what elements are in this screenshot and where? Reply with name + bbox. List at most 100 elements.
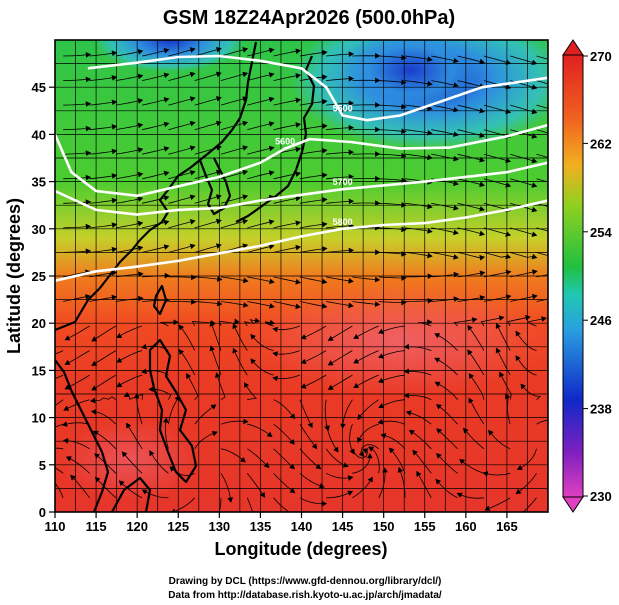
streamline-arrow	[85, 199, 92, 205]
streamline	[404, 252, 432, 257]
streamline	[115, 222, 143, 229]
streamline-arrow	[321, 246, 328, 252]
streamline-arrow	[85, 125, 92, 132]
streamline-arrow	[295, 303, 302, 309]
streamline	[273, 123, 301, 131]
streamline	[352, 453, 371, 474]
streamline	[418, 321, 432, 327]
y-tick-label: 45	[32, 80, 46, 95]
streamline	[194, 301, 222, 305]
x-tick-label: 165	[496, 519, 518, 534]
streamline-arrow	[453, 296, 460, 302]
colorbar-tick-label: 230	[590, 489, 612, 504]
streamline	[246, 497, 254, 512]
streamline	[431, 298, 459, 302]
streamline-arrow	[321, 172, 328, 179]
streamline-arrow	[367, 476, 373, 483]
colorbar-tick-label: 246	[590, 313, 612, 328]
streamline-arrow	[266, 431, 273, 438]
streamline-arrow	[163, 97, 170, 103]
streamline	[483, 55, 511, 64]
streamline-arrow	[216, 47, 222, 53]
streamline-arrow	[367, 452, 373, 459]
streamline-arrow	[272, 326, 279, 333]
streamline-arrow	[254, 317, 261, 324]
streamline	[326, 301, 354, 307]
streamline	[220, 473, 232, 503]
y-tick-label: 5	[39, 458, 46, 473]
streamline	[89, 199, 117, 204]
streamline	[194, 404, 217, 425]
streamline-arrow	[268, 219, 275, 225]
streamline	[149, 450, 169, 474]
streamline	[326, 276, 354, 282]
streamline-arrow	[269, 303, 275, 309]
streamline-arrow	[268, 47, 275, 54]
streamline	[142, 221, 169, 229]
streamline	[536, 420, 548, 425]
streamline-arrow	[324, 425, 330, 432]
streamline	[431, 252, 459, 259]
streamline	[63, 295, 90, 302]
streamline	[220, 72, 248, 81]
streamline	[115, 246, 143, 253]
streamline-arrow	[209, 345, 215, 352]
streamline	[536, 129, 548, 134]
streamline-arrow	[118, 480, 125, 486]
streamline-arrow	[85, 150, 92, 156]
streamline-arrow	[116, 382, 123, 388]
streamline-arrow	[348, 198, 355, 205]
streamline-arrow	[321, 148, 328, 154]
coastline-asia-mainland	[55, 41, 258, 332]
streamline	[536, 298, 548, 302]
y-tick-label: 40	[32, 127, 46, 142]
streamline-arrow	[412, 449, 418, 456]
streamline	[457, 252, 485, 259]
streamline	[352, 477, 373, 499]
streamline-arrow	[137, 147, 144, 153]
streamline-arrow	[479, 255, 486, 261]
streamline-arrow	[467, 324, 473, 331]
streamline-arrow	[189, 121, 196, 127]
streamline-arrow	[137, 196, 144, 202]
streamline	[483, 178, 511, 187]
streamline	[398, 467, 406, 498]
streamline-arrow	[137, 49, 144, 55]
streamline-arrow	[295, 97, 302, 104]
streamline	[119, 480, 143, 499]
x-tick-label: 110	[45, 519, 66, 534]
streamline-arrow	[189, 243, 196, 249]
streamline	[142, 98, 169, 106]
streamline	[378, 55, 406, 59]
x-axis-label: Longitude (degrees)	[214, 539, 387, 559]
streamline	[116, 374, 143, 388]
streamline	[431, 55, 459, 62]
streamline	[89, 248, 117, 253]
streamline	[507, 316, 531, 327]
streamline-arrow	[216, 218, 222, 225]
streamline-arrow	[327, 335, 334, 341]
streamline-arrow	[163, 195, 170, 201]
streamline-arrow	[186, 372, 192, 379]
streamline-arrow	[189, 170, 196, 176]
streamline	[141, 370, 169, 376]
streamline-arrow	[242, 71, 249, 77]
x-tick-label: 145	[332, 519, 354, 534]
streamline-arrow	[37, 332, 42, 337]
streamline	[246, 473, 266, 498]
streamline	[220, 220, 248, 229]
streamline-arrow	[348, 247, 355, 254]
streamline	[168, 301, 196, 303]
streamline-arrow	[63, 405, 70, 411]
streamline-arrow	[499, 371, 505, 378]
streamline	[409, 430, 432, 450]
contour-5700	[55, 161, 548, 216]
streamline-arrow	[138, 271, 144, 277]
streamline	[436, 453, 458, 474]
colorbar-body	[562, 54, 584, 498]
streamline-arrow	[515, 355, 521, 361]
streamline	[55, 350, 64, 355]
streamline	[115, 197, 143, 204]
streamline-arrow	[479, 157, 485, 163]
streamline	[517, 448, 537, 470]
